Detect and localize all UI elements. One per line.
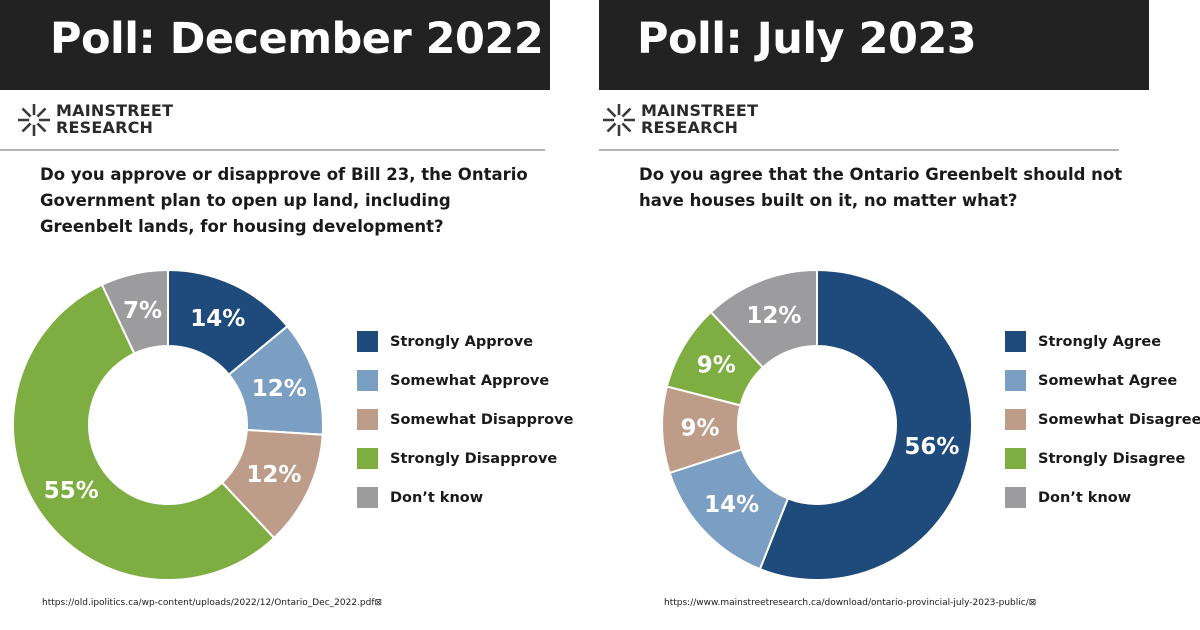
source-link[interactable]: https://old.ipolitics.ca/wp-content/uplo… [42, 598, 383, 608]
legend-item: Strongly Disapprove [357, 439, 557, 478]
legend-swatch [357, 409, 378, 430]
poll-question: Do you approve or disapprove of Bill 23,… [40, 165, 528, 236]
slice-label-strongly-disapprove: 55% [44, 478, 99, 504]
legend-item: Don’t know [1005, 478, 1200, 517]
slice-label-don-t-know: 12% [746, 303, 801, 329]
slice-label-strongly-approve: 14% [190, 306, 245, 332]
legend-label: Don’t know [1038, 489, 1132, 506]
slice-label-strongly-disagree: 9% [697, 352, 736, 378]
legend-item: Somewhat Approve [357, 361, 557, 400]
mainstreet-logo: MAINSTREET RESEARCH [601, 102, 901, 142]
donut-chart-july-2023: 56% 14% 9% 9% 12% [661, 268, 973, 581]
divider [599, 149, 1119, 151]
mainstreet-logo: MAINSTREET RESEARCH [16, 102, 316, 142]
legend-swatch [1005, 409, 1026, 430]
title-banner: Poll: July 2023 [599, 0, 1149, 90]
slice-don-t-know [100, 268, 169, 355]
slice-strongly-disapprove [12, 283, 276, 581]
legend-label: Somewhat Approve [390, 372, 550, 389]
slice-label-don-t-know: 7% [123, 298, 162, 324]
legend-label: Strongly Disagree [1038, 450, 1186, 467]
banner-title: Poll: July 2023 [637, 14, 977, 64]
legend-label: Strongly Agree [1038, 333, 1162, 350]
legend-swatch [1005, 370, 1026, 391]
legend-item: Don’t know [357, 478, 557, 517]
title-banner: Poll: December 2022 [0, 0, 550, 90]
legend-item: Somewhat Disapprove [357, 400, 573, 439]
logo-line-2: RESEARCH [641, 118, 739, 137]
legend-item: Strongly Disagree [1005, 439, 1200, 478]
slice-strongly-agree [758, 268, 973, 581]
poll-question: Do you agree that the Ontario Greenbelt … [639, 165, 1123, 210]
logo-line-1: MAINSTREET [641, 101, 759, 120]
slice-label-somewhat-disagree: 9% [681, 416, 720, 442]
legend-label: Somewhat Disapprove [390, 411, 574, 428]
legend-swatch [1005, 331, 1026, 352]
slice-label-somewhat-approve: 12% [252, 376, 307, 402]
legend-swatch [357, 487, 378, 508]
legend-swatch [357, 448, 378, 469]
legend-label: Don’t know [390, 489, 484, 506]
slice-label-strongly-agree: 56% [904, 434, 959, 460]
logo-line-1: MAINSTREET [56, 101, 174, 120]
slice-don-t-know [709, 268, 818, 369]
legend-swatch [357, 370, 378, 391]
logo-wordmark: MAINSTREET RESEARCH [641, 102, 758, 136]
chart-legend: Strongly Approve Somewhat Approve Somewh… [357, 322, 573, 517]
source-link[interactable]: https://www.mainstreetresearch.ca/downlo… [664, 598, 1037, 608]
legend-item: Somewhat Agree [1005, 361, 1200, 400]
logo-wordmark: MAINSTREET RESEARCH [56, 102, 173, 136]
legend-label: Somewhat Disagree [1038, 411, 1200, 428]
legend-swatch [357, 331, 378, 352]
starburst-logo-icon [18, 104, 50, 136]
legend-label: Strongly Approve [390, 333, 534, 350]
slice-label-somewhat-disapprove: 12% [246, 462, 301, 488]
starburst-logo-icon [603, 104, 635, 136]
legend-swatch [1005, 487, 1026, 508]
poll-panel-december-2022: Poll: December 2022 MAINSTREET RESEARCH … [0, 0, 573, 630]
poll-panel-july-2023: Poll: July 2023 MAINSTREET RESEARCH Do y… [599, 0, 1200, 630]
legend-item: Somewhat Disagree [1005, 400, 1200, 439]
logo-line-2: RESEARCH [56, 118, 154, 137]
divider [0, 149, 545, 151]
chart-legend: Strongly Agree Somewhat Agree Somewhat D… [1005, 322, 1200, 517]
legend-item: Strongly Agree [1005, 322, 1200, 361]
legend-item: Strongly Approve [357, 322, 557, 361]
legend-label: Somewhat Agree [1038, 372, 1178, 389]
slice-label-somewhat-agree: 14% [704, 492, 759, 518]
legend-swatch [1005, 448, 1026, 469]
donut-chart-december-2022: 14% 12% 12% 55% 7% [12, 268, 324, 581]
banner-title: Poll: December 2022 [50, 14, 544, 64]
legend-label: Strongly Disapprove [390, 450, 558, 467]
